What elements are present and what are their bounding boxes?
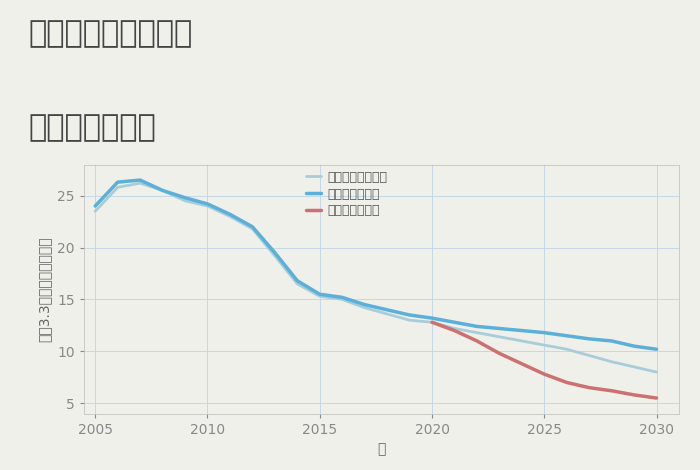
ノーマルシナリオ xyxy=(225,213,234,219)
ノーマルシナリオ xyxy=(652,369,661,375)
グッドシナリオ xyxy=(473,324,481,329)
グッドシナリオ xyxy=(608,338,616,344)
Text: 土地の価格推移: 土地の価格推移 xyxy=(28,113,155,142)
ノーマルシナリオ xyxy=(517,338,526,344)
ノーマルシナリオ xyxy=(271,253,279,258)
グッドシナリオ xyxy=(293,278,302,283)
ノーマルシナリオ xyxy=(136,180,144,186)
Line: バッドシナリオ: バッドシナリオ xyxy=(432,322,657,398)
グッドシナリオ xyxy=(652,346,661,352)
バッドシナリオ xyxy=(495,351,503,356)
グッドシナリオ xyxy=(540,330,549,336)
Y-axis label: 坪（3.3㎡）単価（万円）: 坪（3.3㎡）単価（万円） xyxy=(38,236,52,342)
グッドシナリオ xyxy=(428,315,436,321)
グッドシナリオ xyxy=(630,343,638,349)
バッドシナリオ xyxy=(428,320,436,325)
ノーマルシナリオ xyxy=(585,352,594,358)
ノーマルシナリオ xyxy=(248,226,257,232)
ノーマルシナリオ xyxy=(405,317,414,323)
グッドシナリオ xyxy=(158,188,167,193)
ノーマルシナリオ xyxy=(428,320,436,325)
ノーマルシナリオ xyxy=(383,311,391,317)
バッドシナリオ xyxy=(630,392,638,398)
グッドシナリオ xyxy=(91,203,99,209)
グッドシナリオ xyxy=(517,328,526,333)
グッドシナリオ xyxy=(203,201,211,207)
グッドシナリオ xyxy=(271,250,279,256)
バッドシナリオ xyxy=(540,371,549,377)
X-axis label: 年: 年 xyxy=(377,442,386,456)
グッドシナリオ xyxy=(360,302,369,307)
バッドシナリオ xyxy=(608,388,616,393)
グッドシナリオ xyxy=(248,224,257,230)
バッドシナリオ xyxy=(563,380,571,385)
ノーマルシナリオ xyxy=(630,364,638,370)
Legend: ノーマルシナリオ, グッドシナリオ, バッドシナリオ: ノーマルシナリオ, グッドシナリオ, バッドシナリオ xyxy=(306,171,387,217)
ノーマルシナリオ xyxy=(495,334,503,340)
ノーマルシナリオ xyxy=(203,203,211,209)
ノーマルシナリオ xyxy=(360,305,369,311)
ノーマルシナリオ xyxy=(91,208,99,214)
バッドシナリオ xyxy=(450,328,459,333)
グッドシナリオ xyxy=(316,291,324,297)
Line: グッドシナリオ: グッドシナリオ xyxy=(95,180,657,349)
ノーマルシナリオ xyxy=(450,326,459,331)
ノーマルシナリオ xyxy=(608,359,616,365)
バッドシナリオ xyxy=(473,338,481,344)
グッドシナリオ xyxy=(181,195,189,201)
バッドシナリオ xyxy=(517,361,526,367)
ノーマルシナリオ xyxy=(338,297,346,302)
グッドシナリオ xyxy=(495,326,503,331)
グッドシナリオ xyxy=(113,180,122,185)
ノーマルシナリオ xyxy=(563,346,571,352)
Text: 三重県伊賀市出後の: 三重県伊賀市出後の xyxy=(28,19,192,48)
グッドシナリオ xyxy=(405,312,414,318)
グッドシナリオ xyxy=(563,333,571,338)
ノーマルシナリオ xyxy=(158,188,167,193)
ノーマルシナリオ xyxy=(316,293,324,299)
ノーマルシナリオ xyxy=(181,198,189,204)
バッドシナリオ xyxy=(585,385,594,391)
ノーマルシナリオ xyxy=(540,342,549,348)
ノーマルシナリオ xyxy=(473,330,481,336)
グッドシナリオ xyxy=(383,307,391,313)
グッドシナリオ xyxy=(225,212,234,217)
グッドシナリオ xyxy=(585,336,594,342)
グッドシナリオ xyxy=(136,177,144,183)
ノーマルシナリオ xyxy=(293,281,302,287)
Line: ノーマルシナリオ: ノーマルシナリオ xyxy=(95,183,657,372)
グッドシナリオ xyxy=(338,295,346,300)
ノーマルシナリオ xyxy=(113,185,122,190)
グッドシナリオ xyxy=(450,320,459,325)
バッドシナリオ xyxy=(652,395,661,401)
